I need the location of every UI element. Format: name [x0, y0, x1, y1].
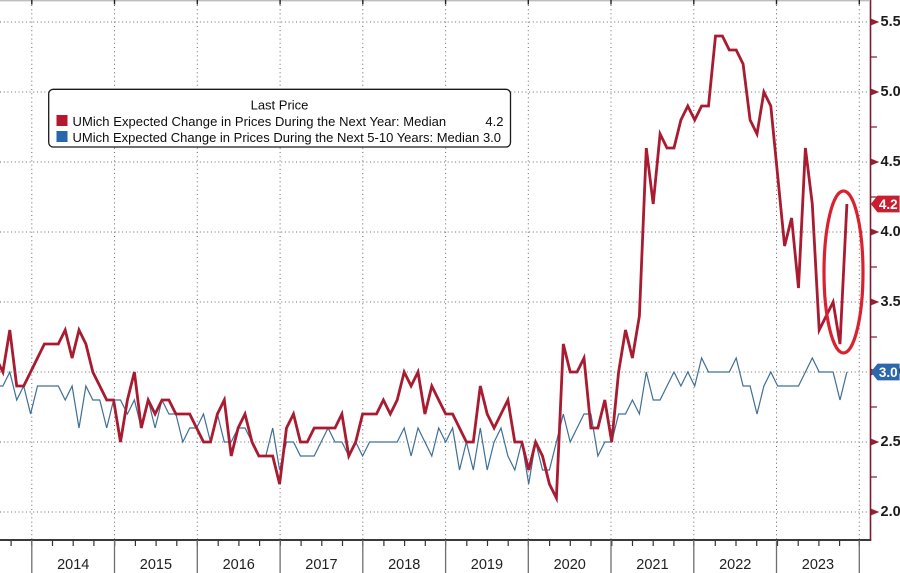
svg-text:2019: 2019 [471, 557, 503, 573]
svg-text:2.5: 2.5 [881, 434, 900, 450]
svg-text:UMich Expected Change in Price: UMich Expected Change in Prices During t… [73, 130, 502, 145]
svg-text:2023: 2023 [802, 557, 834, 573]
svg-text:2.0: 2.0 [881, 504, 900, 520]
svg-text:2015: 2015 [140, 557, 172, 573]
svg-text:3.5: 3.5 [881, 294, 900, 310]
svg-text:2016: 2016 [223, 557, 255, 573]
svg-text:2021: 2021 [636, 557, 668, 573]
svg-text:2014: 2014 [57, 557, 89, 573]
svg-text:4.5: 4.5 [881, 154, 900, 170]
svg-text:Last Price: Last Price [251, 98, 309, 113]
svg-text:4.0: 4.0 [881, 224, 900, 240]
svg-text:3.0: 3.0 [879, 365, 898, 380]
svg-text:5.5: 5.5 [881, 14, 900, 30]
svg-text:4.2: 4.2 [879, 197, 898, 212]
svg-text:2022: 2022 [719, 557, 751, 573]
svg-text:5.0: 5.0 [881, 84, 900, 100]
svg-text:2020: 2020 [554, 557, 586, 573]
svg-text:4.2: 4.2 [485, 114, 503, 129]
svg-text:UMich Expected Change in Price: UMich Expected Change in Prices During t… [73, 114, 447, 129]
svg-text:2018: 2018 [388, 557, 420, 573]
svg-text:2017: 2017 [305, 557, 337, 573]
